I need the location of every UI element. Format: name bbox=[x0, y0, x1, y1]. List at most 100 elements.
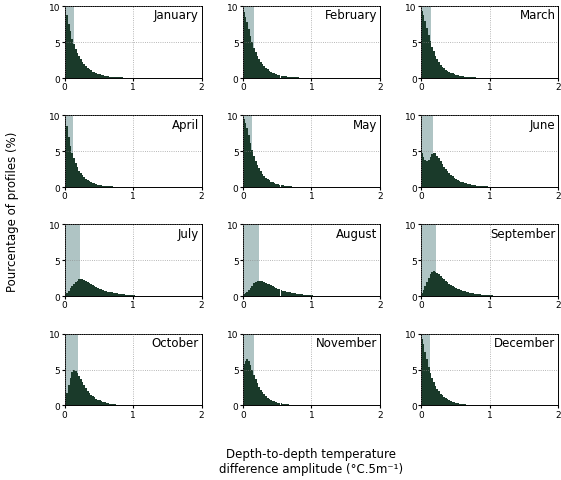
Bar bbox=[76, 54, 78, 79]
Bar bbox=[243, 13, 245, 79]
Bar bbox=[461, 290, 462, 297]
Bar bbox=[123, 78, 125, 79]
Bar bbox=[248, 290, 250, 297]
Bar bbox=[471, 78, 472, 79]
Bar bbox=[447, 72, 448, 79]
Bar bbox=[107, 292, 109, 297]
Bar bbox=[100, 186, 102, 188]
Bar bbox=[469, 405, 471, 406]
Bar bbox=[104, 291, 105, 297]
Bar bbox=[265, 283, 267, 297]
Bar bbox=[280, 186, 282, 188]
Bar bbox=[443, 397, 445, 406]
Bar bbox=[258, 387, 260, 406]
Bar bbox=[263, 282, 265, 297]
Bar bbox=[313, 296, 315, 297]
Bar bbox=[474, 186, 476, 188]
Bar bbox=[280, 404, 282, 406]
Bar bbox=[95, 185, 97, 188]
Bar bbox=[260, 172, 261, 188]
Bar bbox=[428, 278, 430, 297]
Bar bbox=[100, 290, 102, 297]
Bar bbox=[425, 22, 426, 79]
Bar bbox=[75, 282, 76, 297]
Bar bbox=[82, 176, 84, 188]
Bar bbox=[289, 293, 291, 297]
Bar bbox=[113, 78, 114, 79]
Bar bbox=[84, 65, 85, 79]
Bar bbox=[452, 402, 454, 406]
Bar bbox=[94, 397, 95, 406]
Bar bbox=[292, 78, 294, 79]
Bar bbox=[119, 405, 121, 406]
Bar bbox=[107, 187, 109, 188]
Bar bbox=[73, 371, 75, 406]
Bar bbox=[277, 403, 279, 406]
Bar bbox=[272, 401, 274, 406]
Bar bbox=[65, 7, 74, 79]
Bar bbox=[456, 288, 457, 297]
Bar bbox=[263, 67, 265, 79]
Bar bbox=[471, 405, 472, 406]
Bar bbox=[105, 187, 107, 188]
Bar bbox=[286, 187, 287, 188]
Bar bbox=[279, 185, 280, 188]
Bar bbox=[289, 187, 291, 188]
Bar bbox=[256, 384, 258, 406]
Text: February: February bbox=[325, 9, 377, 23]
Bar bbox=[118, 405, 119, 406]
Bar bbox=[454, 75, 456, 79]
Bar bbox=[472, 78, 474, 79]
Bar bbox=[113, 293, 114, 297]
Text: April: April bbox=[172, 118, 199, 131]
Bar bbox=[99, 75, 100, 79]
Bar bbox=[459, 181, 461, 188]
Bar bbox=[75, 49, 76, 79]
Bar bbox=[136, 296, 138, 297]
Bar bbox=[289, 78, 291, 79]
Bar bbox=[85, 180, 87, 188]
Bar bbox=[248, 136, 250, 188]
Bar bbox=[123, 295, 125, 297]
Bar bbox=[246, 129, 248, 188]
Bar bbox=[89, 284, 90, 297]
Bar bbox=[243, 225, 259, 297]
Bar bbox=[256, 166, 258, 188]
Bar bbox=[459, 76, 461, 79]
Bar bbox=[316, 296, 318, 297]
Bar bbox=[284, 291, 286, 297]
Bar bbox=[265, 396, 267, 406]
Bar bbox=[66, 16, 68, 79]
Bar bbox=[243, 120, 245, 188]
Bar bbox=[448, 400, 450, 406]
Bar bbox=[483, 187, 485, 188]
Bar bbox=[421, 225, 436, 297]
Bar bbox=[433, 154, 435, 188]
Bar bbox=[469, 293, 471, 297]
Bar bbox=[105, 77, 107, 79]
Bar bbox=[243, 334, 254, 406]
Bar bbox=[472, 405, 474, 406]
Bar bbox=[438, 159, 440, 188]
Bar bbox=[491, 296, 493, 297]
Bar bbox=[71, 372, 73, 406]
Bar bbox=[452, 74, 454, 79]
Bar bbox=[248, 361, 250, 406]
Bar bbox=[100, 76, 102, 79]
Bar bbox=[246, 23, 248, 79]
Bar bbox=[114, 294, 116, 297]
Text: July: July bbox=[178, 227, 199, 240]
Bar bbox=[433, 383, 435, 406]
Bar bbox=[82, 63, 84, 79]
Bar bbox=[496, 296, 498, 297]
Bar bbox=[76, 168, 78, 188]
Bar bbox=[251, 151, 253, 188]
Bar bbox=[65, 334, 78, 406]
Bar bbox=[452, 177, 454, 188]
Bar bbox=[116, 294, 118, 297]
Bar bbox=[71, 154, 73, 188]
Bar bbox=[282, 77, 284, 79]
Bar bbox=[250, 37, 251, 79]
Bar bbox=[250, 144, 251, 188]
Bar bbox=[78, 376, 80, 406]
